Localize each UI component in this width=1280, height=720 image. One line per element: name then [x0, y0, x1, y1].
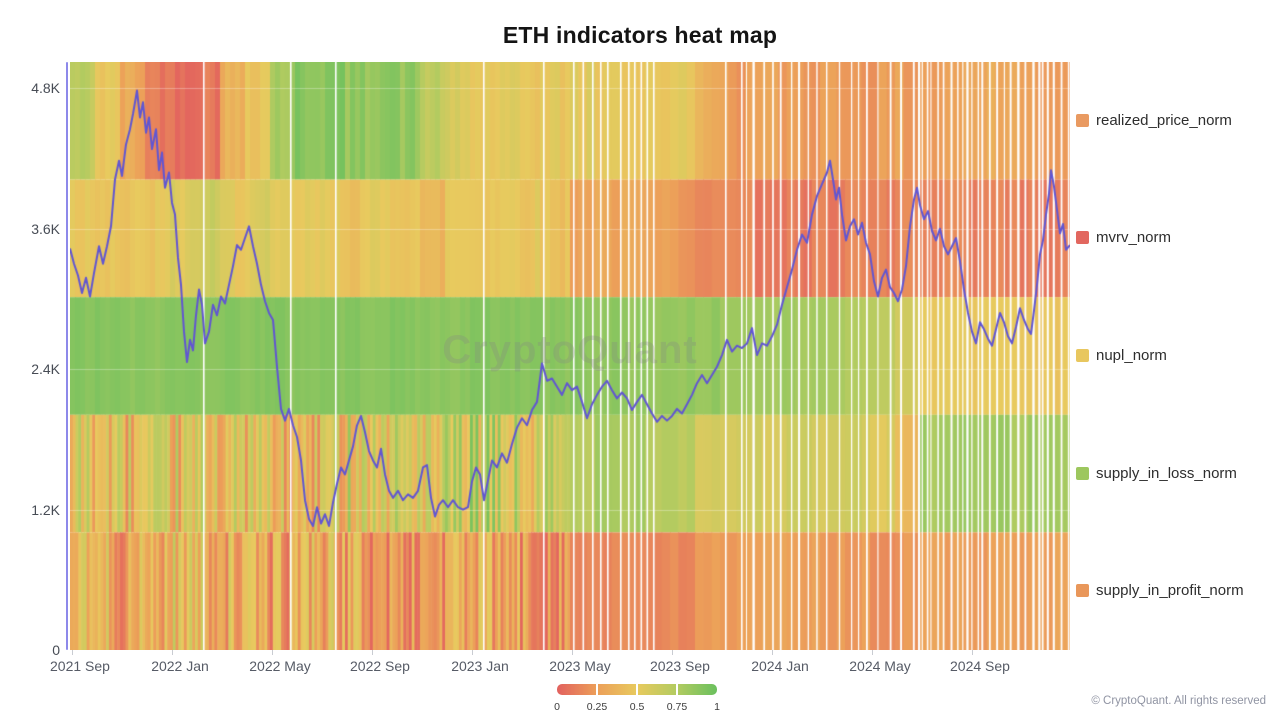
x-tick-label: 2024 May [849, 658, 911, 674]
x-tick-label: 2023 Jan [451, 658, 509, 674]
x-tick-mark [972, 650, 973, 655]
legend-swatch-icon [1076, 349, 1089, 362]
legend-swatch-icon [1076, 584, 1089, 598]
y-tick-label: 1.2K [31, 501, 60, 518]
x-tick-mark [672, 650, 673, 655]
x-tick-label: 2022 May [249, 658, 311, 674]
x-tick-label: 2024 Sep [950, 658, 1010, 674]
colorbar-tick-label: 1 [714, 701, 720, 713]
x-tick-label: 2023 Sep [650, 658, 710, 674]
legend-item-supply_in_loss_norm[interactable]: supply_in_loss_norm [1076, 465, 1237, 482]
legend-swatch-icon [1076, 466, 1089, 480]
x-tick-label: 2021 Sep [50, 658, 110, 674]
y-tick-label: 3.6K [31, 220, 60, 237]
legend-label: mvrv_norm [1096, 229, 1172, 247]
colorbar-tick-label: 0.75 [666, 701, 688, 713]
x-tick-mark [472, 650, 473, 655]
colorbar-tick-label: 0 [554, 701, 560, 713]
legend-item-nupl_norm[interactable]: nupl_norm [1076, 347, 1167, 364]
legend-swatch-icon [1076, 113, 1089, 127]
y-tick-label: 0 [52, 642, 60, 658]
x-tick-label: 2022 Jan [151, 658, 209, 674]
colorbar-tick-label: 0.5 [629, 701, 645, 713]
colorbar-separator [596, 684, 598, 695]
x-tick-mark [372, 650, 373, 655]
legend-item-realized_price_norm[interactable]: realized_price_norm [1076, 112, 1232, 129]
x-tick-mark [772, 650, 773, 655]
legend-swatch-icon [1076, 231, 1089, 245]
legend-label: nupl_norm [1096, 347, 1167, 364]
y-axis-line [66, 62, 68, 650]
copyright-text: © CryptoQuant. All rights reserved [1091, 695, 1266, 707]
legend-label: realized_price_norm [1096, 111, 1232, 129]
x-tick-mark [872, 650, 873, 655]
colorbar-separator [636, 684, 638, 695]
colorbar-tick-label: 0.25 [586, 701, 608, 713]
heatmap-canvas [70, 62, 1070, 650]
x-tick-label: 2023 May [549, 658, 611, 674]
x-tick-mark [72, 650, 73, 655]
x-tick-mark [172, 650, 173, 655]
legend-label: supply_in_loss_norm [1096, 464, 1237, 482]
legend-item-supply_in_profit_norm[interactable]: supply_in_profit_norm [1076, 582, 1244, 599]
y-tick-label: 2.4K [31, 361, 60, 378]
x-tick-mark [572, 650, 573, 655]
x-tick-label: 2022 Sep [350, 658, 410, 674]
x-tick-mark [272, 650, 273, 655]
chart-title: ETH indicators heat map [502, 22, 778, 48]
x-tick-label: 2024 Jan [751, 658, 809, 674]
legend-item-mvrv_norm[interactable]: mvrv_norm [1076, 229, 1171, 246]
colorbar-separator [676, 684, 678, 695]
y-tick-label: 4.8K [31, 80, 60, 97]
legend-label: supply_in_profit_norm [1096, 582, 1244, 600]
